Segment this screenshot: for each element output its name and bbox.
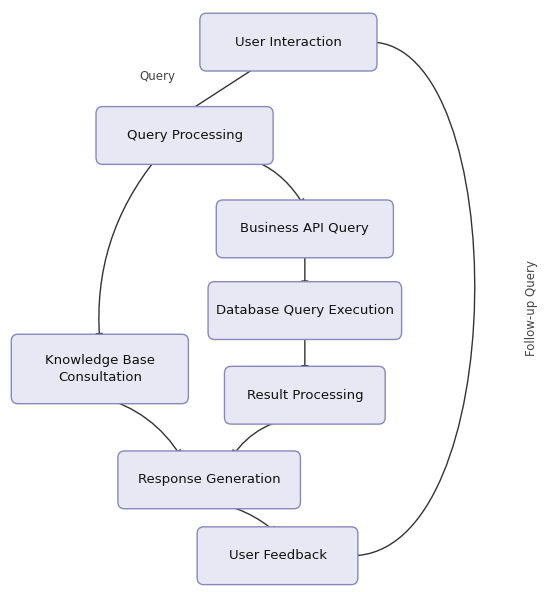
Text: User Interaction: User Interaction <box>235 36 342 49</box>
FancyBboxPatch shape <box>224 366 385 424</box>
Text: User Feedback: User Feedback <box>229 549 326 562</box>
Text: Database Query Execution: Database Query Execution <box>216 304 394 317</box>
Text: Business API Query: Business API Query <box>240 223 369 236</box>
FancyBboxPatch shape <box>200 13 377 71</box>
FancyBboxPatch shape <box>96 107 273 165</box>
Text: Query Processing: Query Processing <box>127 129 243 142</box>
Text: Follow-up Query: Follow-up Query <box>525 260 538 356</box>
FancyBboxPatch shape <box>11 334 188 404</box>
Text: Response Generation: Response Generation <box>138 474 280 487</box>
Text: Query: Query <box>139 70 175 83</box>
FancyBboxPatch shape <box>216 200 393 258</box>
FancyBboxPatch shape <box>208 282 402 339</box>
FancyBboxPatch shape <box>197 527 358 585</box>
FancyBboxPatch shape <box>118 451 300 509</box>
Text: Knowledge Base
Consultation: Knowledge Base Consultation <box>45 354 155 384</box>
Text: Result Processing: Result Processing <box>246 389 363 402</box>
